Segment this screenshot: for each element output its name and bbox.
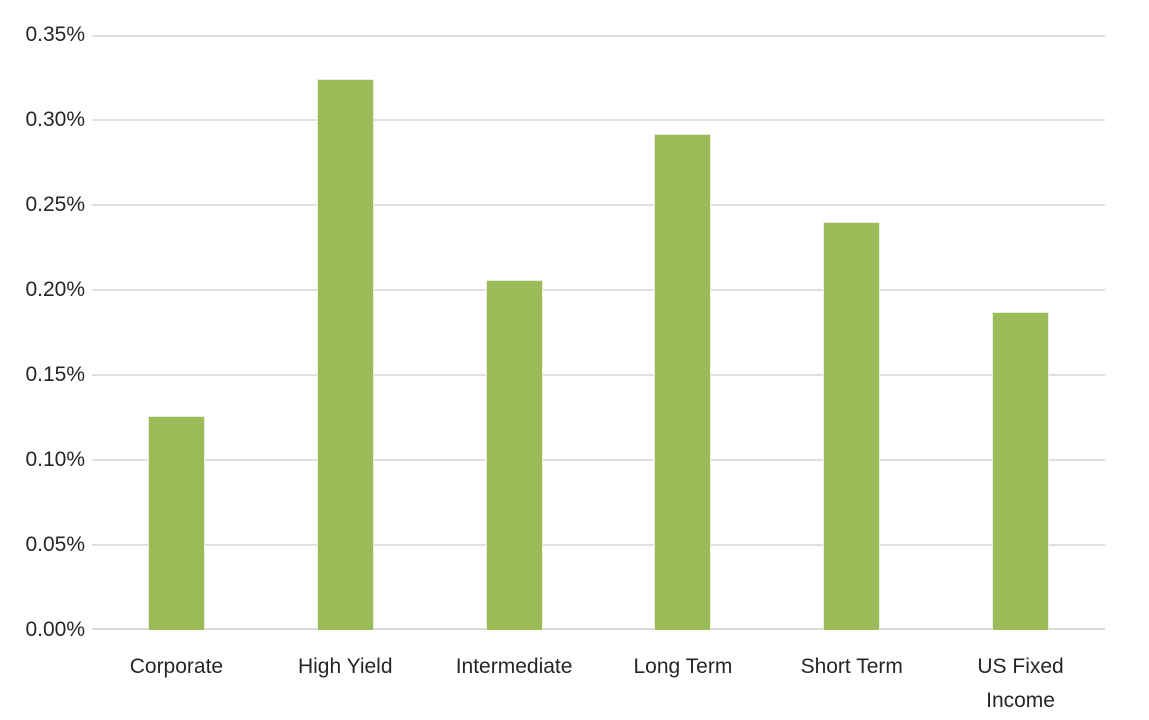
- x-tick-label-text: Short Term: [800, 655, 903, 678]
- y-tick-label-000: 0.00%: [25, 618, 85, 641]
- gridline: [92, 289, 1105, 291]
- gridline: [92, 374, 1105, 376]
- x-tick-label-text: Corporate: [129, 655, 224, 678]
- y-tick-label-010: 0.10%: [25, 448, 85, 471]
- gridline: [92, 204, 1105, 206]
- bar-intermediate: [485, 280, 543, 630]
- x-axis-line: [92, 628, 1105, 630]
- bar-high-yield: [316, 79, 374, 630]
- bar-short-term: [823, 222, 881, 630]
- y-tick-label-025: 0.25%: [25, 193, 85, 216]
- x-tick-label-text: US Fixed Income: [977, 655, 1064, 712]
- x-tick-label-text: Long Term: [633, 655, 733, 678]
- plot-area: [92, 35, 1105, 630]
- y-axis: 0.00% 0.05% 0.10% 0.15% 0.20% 0.25% 0.30% 0.35%: [0, 0, 85, 720]
- gridline: [92, 35, 1105, 37]
- x-tick-label-us-fixed-income: US Fixed Income: [936, 650, 1105, 718]
- bar-long-term: [654, 134, 712, 630]
- x-tick-label-long-term: Long Term: [598, 650, 767, 718]
- y-tick-label-030: 0.30%: [25, 108, 85, 131]
- x-tick-label-text: Intermediate: [455, 655, 573, 678]
- x-tick-label-high-yield: High Yield: [261, 650, 430, 718]
- y-tick-label-015: 0.15%: [25, 363, 85, 386]
- y-tick-label-035: 0.35%: [25, 23, 85, 46]
- gridline: [92, 119, 1105, 121]
- bar-corporate: [147, 416, 205, 630]
- gridline: [92, 544, 1105, 546]
- x-tick-label-short-term: Short Term: [767, 650, 936, 718]
- x-axis: Corporate High Yield Intermediate Long Term…: [92, 650, 1105, 718]
- gridline: [92, 459, 1105, 461]
- y-tick-label-020: 0.20%: [25, 278, 85, 301]
- bar-us-fixed-income: [992, 312, 1050, 630]
- x-tick-label-text: High Yield: [297, 655, 393, 678]
- y-tick-label-005: 0.05%: [25, 533, 85, 556]
- x-tick-label-intermediate: Intermediate: [430, 650, 599, 718]
- x-tick-label-corporate: Corporate: [92, 650, 261, 718]
